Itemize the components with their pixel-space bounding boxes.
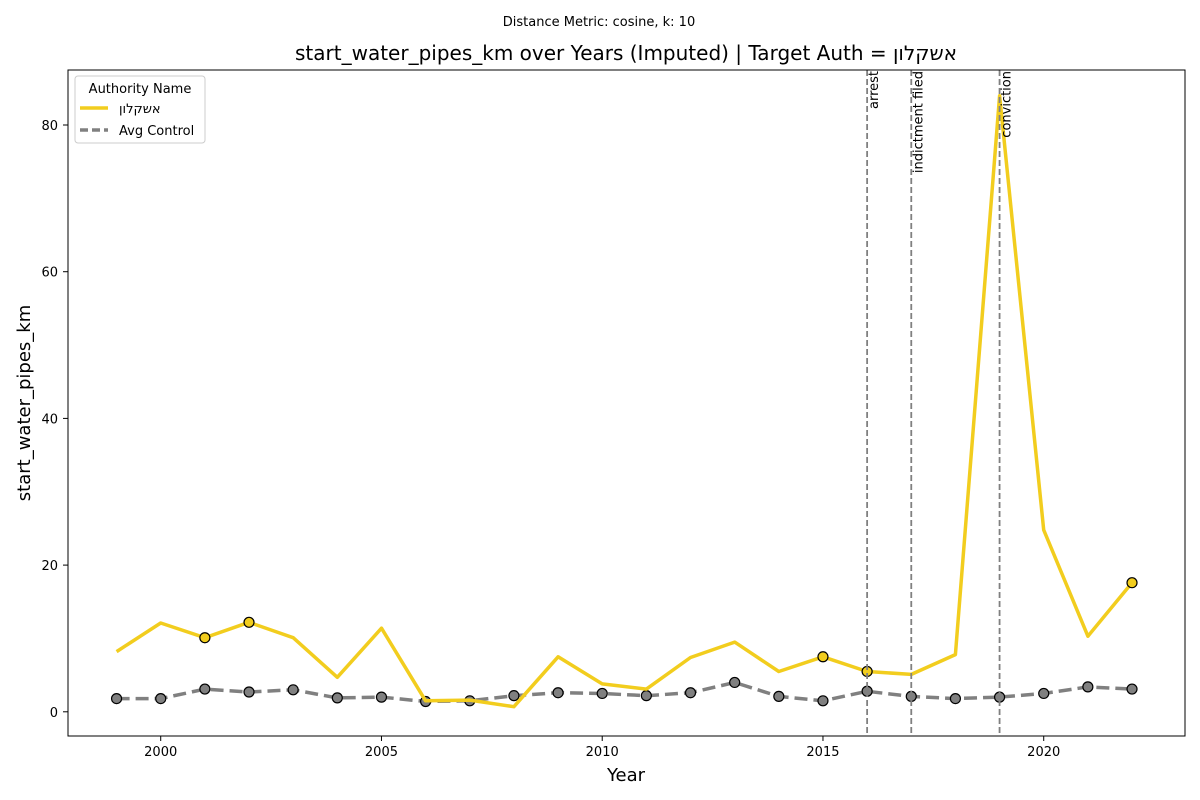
series-avg-control: [110, 676, 1138, 708]
data-point: [1038, 687, 1050, 700]
axes-frame: [67, 69, 1186, 737]
data-point: [1082, 681, 1094, 693]
event-label: indictment filed: [911, 71, 926, 173]
data-point: [375, 691, 388, 703]
legend-entry: Avg Control: [119, 124, 194, 139]
data-point: [508, 690, 520, 702]
x-tick-label: 2005: [365, 745, 398, 760]
data-point: [949, 692, 962, 705]
data-point: [155, 692, 167, 705]
y-tick-label: 0: [50, 706, 58, 721]
data-point: [729, 676, 741, 689]
legend: Authority Name אשקלון Avg Control: [74, 75, 206, 144]
legend-box: [74, 75, 206, 144]
legend-title: Authority Name: [89, 82, 192, 97]
event-label: arrest: [867, 71, 882, 109]
data-point: [773, 690, 785, 702]
y-tick-label: 20: [41, 559, 58, 574]
event-label: conviction: [1000, 71, 1015, 138]
data-point: [199, 683, 211, 695]
legend-entry: אשקלון: [119, 102, 161, 117]
y-tick-label: 80: [41, 119, 58, 134]
data-point: [640, 690, 652, 702]
data-point: [684, 687, 697, 699]
y-axis-label: start_water_pipes_km: [14, 305, 35, 501]
data-point: [596, 687, 608, 700]
data-point: [243, 616, 255, 628]
data-point: [552, 687, 564, 699]
series-line: [115, 93, 1134, 709]
plot-area: arrest indictment filed conviction: [110, 70, 1138, 736]
y-tick-label: 40: [41, 412, 58, 427]
data-point: [817, 651, 829, 663]
data-point: [243, 686, 255, 698]
data-point: [1126, 683, 1138, 695]
series-target: [115, 93, 1138, 709]
x-axis-label: Year: [606, 765, 646, 786]
x-tick-label: 2010: [586, 745, 619, 760]
data-point: [1126, 577, 1138, 589]
x-tick-label: 2015: [806, 745, 839, 760]
chart-suptitle: Distance Metric: cosine, k: 10: [503, 15, 695, 30]
data-point: [331, 692, 343, 704]
x-tick-label: 2000: [144, 745, 177, 760]
y-tick-label: 60: [41, 266, 58, 281]
data-point: [199, 632, 211, 644]
chart-title: start_water_pipes_km over Years (Imputed…: [295, 41, 957, 65]
data-point: [110, 692, 123, 705]
x-tick-label: 2020: [1027, 745, 1060, 760]
data-point: [817, 695, 829, 707]
data-point: [287, 684, 299, 696]
